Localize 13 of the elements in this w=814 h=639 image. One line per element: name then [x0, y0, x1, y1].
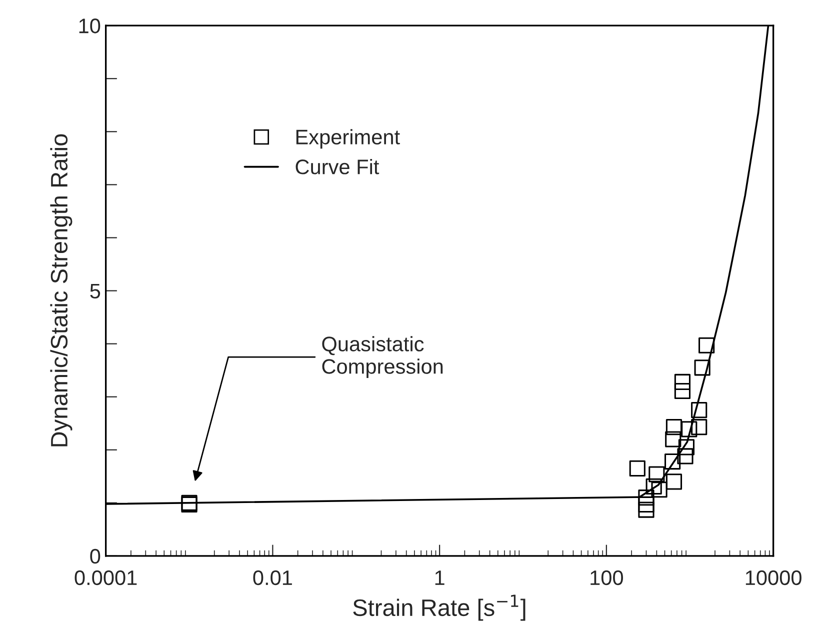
- y-tick-label: 0: [90, 548, 100, 564]
- x-tick-label: 1: [435, 570, 444, 585]
- y-tick-label: 5: [90, 284, 100, 298]
- legend-label: Curve Fit: [296, 159, 380, 174]
- annotation: Quasistatic Compression: [322, 336, 443, 378]
- y-tick-label: 10: [79, 18, 100, 34]
- x-tick-label: 100: [590, 570, 623, 586]
- x-tick-label: 0.0001: [74, 570, 137, 586]
- y-axis-title: Dynamic/Static Strength Ratio: [50, 134, 72, 446]
- legend-label: Experiment: [296, 129, 400, 149]
- x-tick-label: 0.01: [253, 570, 292, 586]
- x-tick-label: 10000: [746, 570, 802, 586]
- x-axis-title: Strain Rate [s$^{−1}$]: [353, 594, 526, 621]
